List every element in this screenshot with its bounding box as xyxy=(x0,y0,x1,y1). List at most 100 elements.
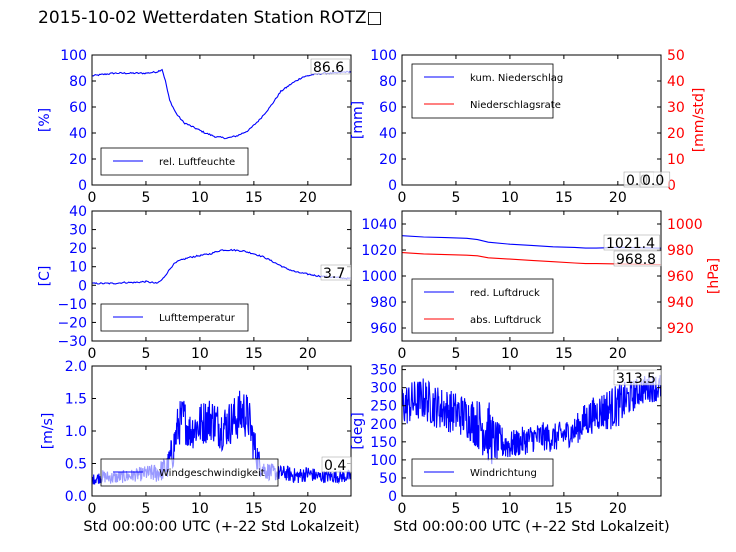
y2-tick-label: 50 xyxy=(667,48,685,64)
y-tick-label: 0.5 xyxy=(65,457,87,473)
y-tick-label: 50 xyxy=(379,471,397,487)
value-box xyxy=(603,234,660,251)
plot-area xyxy=(402,374,661,465)
y-tick-label: 1000 xyxy=(361,269,397,285)
x-tick-label: 0 xyxy=(88,190,97,206)
y-tick-label: 20 xyxy=(379,152,397,168)
y-tick-label: 150 xyxy=(370,435,397,451)
y-tick-label: 40 xyxy=(69,204,87,220)
y2-tick-label: 0 xyxy=(667,178,676,194)
y2-tick-label: 980 xyxy=(667,243,694,259)
axes-frame xyxy=(401,54,662,186)
x-tick-label: 5 xyxy=(451,190,460,206)
chart-title: 2015-10-02 Wetterdaten Station ROTZ□ xyxy=(38,8,383,28)
series-line-1 xyxy=(402,374,661,465)
y-tick-label: 250 xyxy=(370,399,397,415)
axes-frame xyxy=(91,54,352,186)
x-tick-label: 0 xyxy=(398,501,407,517)
x-tick-label: 20 xyxy=(299,501,317,517)
legend-label: rel. Luftfeuchte xyxy=(159,157,235,168)
y2-tick-label: 920 xyxy=(667,321,694,337)
y2-axis-label: [mm/std] xyxy=(691,88,707,153)
x-tick-label: 5 xyxy=(141,190,150,206)
y-tick-label: 1040 xyxy=(361,217,397,233)
panel-humidity: 0 5 10 15 20 0 20 40 60 80 100 [%] rel. Luftfeuchte 8… xyxy=(37,48,352,206)
x-tick-label: 0 xyxy=(398,346,407,362)
y-tick-label: 0 xyxy=(78,178,87,194)
x-tick-label: 20 xyxy=(609,501,627,517)
y-tick-label: 200 xyxy=(370,417,397,433)
y-tick-label: 100 xyxy=(370,48,397,64)
x-tick-label: 20 xyxy=(609,346,627,362)
panel-pressure: 0 5 10 15 20 960 980 1000 1020 1040 920 940 960 980 10… xyxy=(361,210,722,362)
y-axis-label: [C] xyxy=(37,266,53,287)
value-box xyxy=(310,58,350,75)
current-value-label: 0.4 xyxy=(324,458,346,474)
x-tick-label: 15 xyxy=(555,190,573,206)
x-tick-label: 0 xyxy=(88,346,97,362)
x-tick-label: 15 xyxy=(555,501,573,517)
panel-precip: 0 5 10 15 20 0 20 40 60 80 100 0 10 20 30 40 50 [mm] [mm/s… xyxy=(350,48,707,206)
legend-label: Lufttemperatur xyxy=(159,313,236,324)
x-tick-label: 5 xyxy=(141,501,150,517)
x-axis-label: Std 00:00:00 UTC (+-22 Std Lokalzeit) xyxy=(393,519,669,535)
y2-axis-label: [hPa] xyxy=(706,258,722,294)
plot-area xyxy=(92,248,351,285)
x-tick-label: 15 xyxy=(555,346,573,362)
current-value-label: 86.6 xyxy=(313,60,344,76)
legend-label: red. Luftdruck xyxy=(470,288,540,299)
y-tick-label: 30 xyxy=(69,223,87,239)
legend: kum. Niederschlag Niederschlagsrate xyxy=(411,63,563,119)
y-tick-label: 20 xyxy=(69,241,87,257)
series-line-1 xyxy=(92,248,351,285)
y-tick-label: 300 xyxy=(370,381,397,397)
y-tick-label: 40 xyxy=(379,126,397,142)
x-tick-label: 15 xyxy=(245,501,263,517)
legend: red. Luftdruck abs. Luftdruck xyxy=(411,278,554,334)
series-line-1 xyxy=(92,68,351,140)
legend-label: Windgeschwindigkeit xyxy=(159,468,265,479)
legend-label: kum. Niederschlag xyxy=(470,73,563,84)
x-tick-label: 10 xyxy=(501,346,519,362)
y-tick-label: −20 xyxy=(57,315,87,331)
y2-tick-label: 20 xyxy=(667,126,685,142)
y-axis-label: [deg] xyxy=(350,412,366,449)
plot-area xyxy=(92,68,351,140)
value-box xyxy=(613,250,662,267)
value-box xyxy=(320,264,352,281)
x-tick-label: 0 xyxy=(398,190,407,206)
series-line-2 xyxy=(402,252,661,266)
y-tick-label: 2.0 xyxy=(65,359,87,375)
x-tick-label: 10 xyxy=(501,501,519,517)
y-axis-label: [%] xyxy=(37,108,53,132)
y-tick-label: 60 xyxy=(379,100,397,116)
y-tick-label: 0 xyxy=(388,178,397,194)
x-tick-label: 15 xyxy=(245,190,263,206)
y-tick-label: 20 xyxy=(69,152,87,168)
y-tick-label: 0 xyxy=(78,278,87,294)
legend: Lufttemperatur xyxy=(100,303,249,332)
legend: rel. Luftfeuchte xyxy=(100,147,249,176)
y-tick-label: 60 xyxy=(69,100,87,116)
x-tick-label: 10 xyxy=(191,190,209,206)
y-tick-label: 1020 xyxy=(361,243,397,259)
y-tick-label: 1.0 xyxy=(65,424,87,440)
y-tick-label: 80 xyxy=(379,74,397,90)
current-value-label: 968.8 xyxy=(616,252,656,268)
y-tick-label: 40 xyxy=(69,126,87,142)
x-tick-label: 20 xyxy=(299,346,317,362)
value-box xyxy=(613,369,662,386)
y2-tick-label: 10 xyxy=(667,152,685,168)
x-tick-label: 10 xyxy=(191,501,209,517)
legend-box xyxy=(411,63,554,119)
axes-frame xyxy=(401,365,662,497)
y2-tick-label: 940 xyxy=(667,295,694,311)
x-tick-label: 5 xyxy=(451,346,460,362)
legend-label: Windrichtung xyxy=(470,468,537,479)
x-tick-label: 10 xyxy=(501,190,519,206)
y-tick-label: 10 xyxy=(69,260,87,276)
y-axis-label: [m/s] xyxy=(40,413,56,450)
y-tick-label: −30 xyxy=(57,334,87,350)
